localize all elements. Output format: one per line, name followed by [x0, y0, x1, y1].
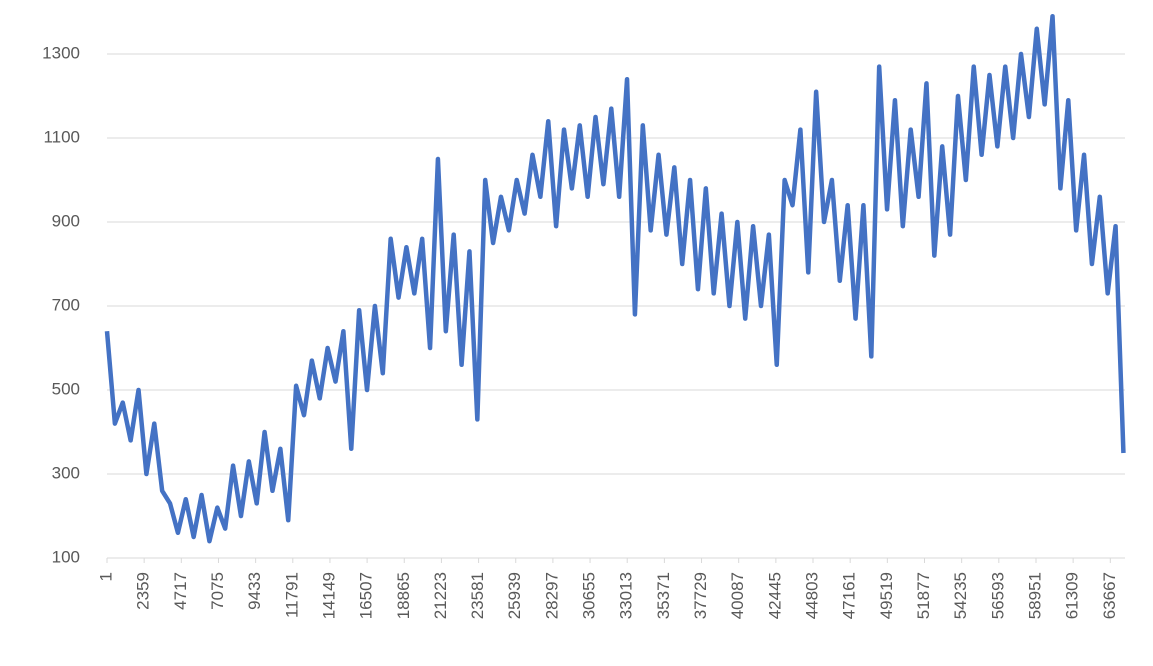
x-tick-label: 58951: [1025, 572, 1044, 619]
x-tick-label: 33013: [617, 572, 636, 619]
x-tick-label: 2359: [134, 572, 153, 610]
x-tick-label: 35371: [654, 572, 673, 619]
y-tick-label: 1100: [43, 127, 80, 146]
y-tick-label: 100: [52, 547, 80, 566]
x-tick-label: 21223: [431, 572, 450, 619]
x-tick-label: 61309: [1063, 572, 1082, 619]
x-tick-label: 40087: [728, 572, 747, 619]
x-tick-label: 56593: [988, 572, 1007, 619]
y-tick-label: 900: [52, 211, 80, 230]
x-tick-label: 51877: [914, 572, 933, 619]
data-line: [104, 13, 1126, 544]
x-tick-label: 4717: [171, 572, 190, 610]
x-tick-label: 14149: [319, 572, 338, 619]
y-tick-label: 700: [52, 295, 80, 314]
y-tick-label: 500: [52, 379, 80, 398]
x-tick-label: 16507: [357, 572, 376, 619]
x-tick-label: 28297: [542, 572, 561, 619]
x-tick-label: 37729: [691, 572, 710, 619]
x-tick-label: 11791: [282, 572, 301, 618]
x-tick-label: 30655: [580, 572, 599, 619]
x-tick-label: 23581: [468, 572, 487, 619]
x-tick-label: 42445: [765, 572, 784, 619]
x-tick-label: 9433: [245, 572, 264, 610]
x-tick-label: 44803: [803, 572, 822, 619]
x-tick-label: 7075: [208, 572, 227, 610]
x-tick-label: 63667: [1100, 572, 1119, 619]
x-tick-label: 18865: [394, 572, 413, 619]
x-tick-label: 47161: [840, 572, 859, 619]
y-tick-label: 1300: [42, 43, 80, 62]
x-tick-label: 25939: [505, 572, 524, 619]
y-tick-label: 300: [52, 463, 80, 482]
x-tick-label: 49519: [877, 572, 896, 619]
x-tick-label: 54235: [951, 572, 970, 619]
x-tick-label: 1: [96, 572, 115, 581]
